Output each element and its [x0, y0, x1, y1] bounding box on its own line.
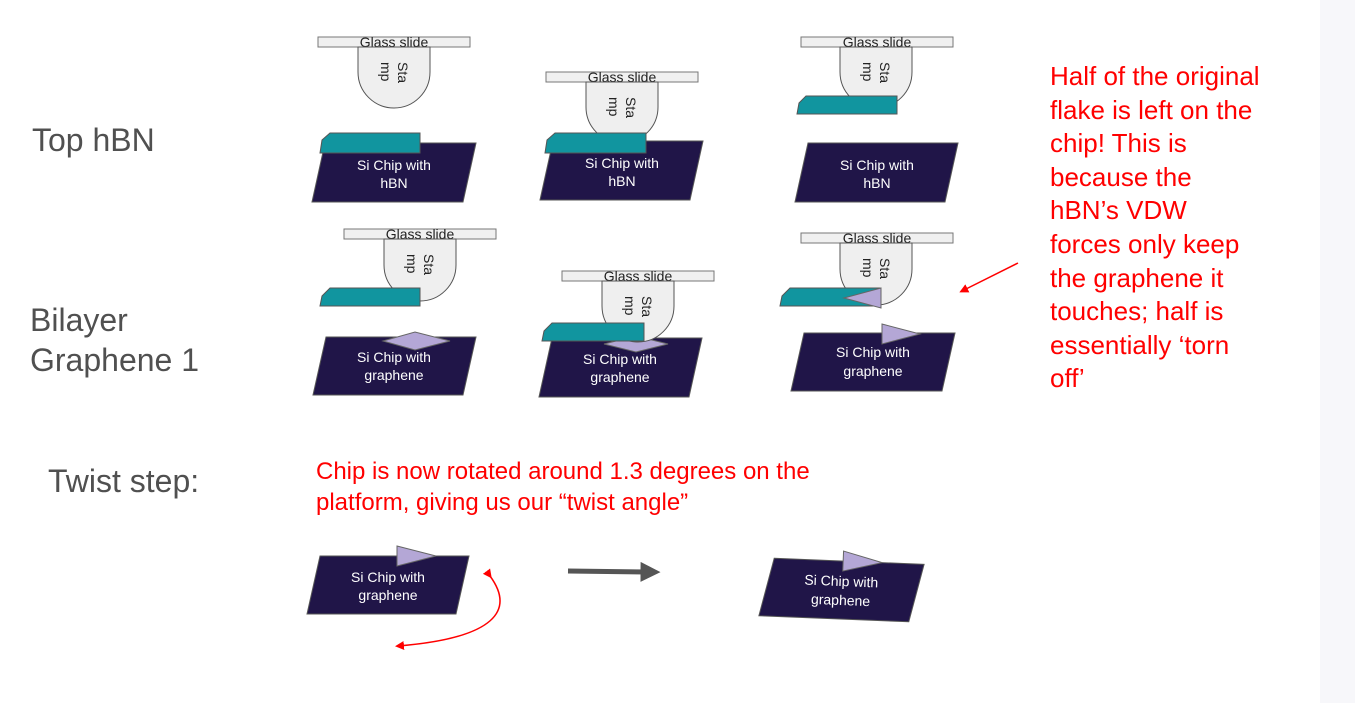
chip-label-line-2: graphene: [811, 591, 871, 609]
chip-label-line-2: graphene: [358, 587, 417, 603]
twist-chip-before: Si Chip with graphene: [306, 545, 470, 615]
graphene-flake: [396, 545, 437, 567]
chip-label-line-2: hBN: [380, 175, 407, 191]
si-chip: [794, 142, 959, 203]
torn-off-note: Half of the original flake is left on th…: [1050, 61, 1260, 394]
graphene-step-3: Glass slide Sta mp Si Chip with graphene: [779, 230, 956, 392]
stamp-label-line-2: mp: [378, 62, 394, 82]
chip-label-line-2: hBN: [863, 175, 890, 191]
graphene-step-2: Glass slide Sta mp Si Chip with graphene: [538, 268, 715, 398]
hbn-flake: [319, 287, 421, 307]
stamp: [383, 238, 457, 302]
chip-label-line-1: Si Chip with: [357, 157, 431, 173]
stamp-label-line-1: Sta: [877, 62, 893, 83]
chip-label-line-1: Si Chip with: [583, 351, 657, 367]
hbn-flake: [796, 95, 898, 115]
chip-label-line-1: Si Chip with: [357, 349, 431, 365]
chip-label-line-2: graphene: [843, 363, 902, 379]
chip-label-line-2: graphene: [590, 369, 649, 385]
row-label-twist-step: Twist step:: [48, 463, 200, 499]
chip-label-line-1: Si Chip with: [840, 157, 914, 173]
top-hbn-step-2: Glass slide Sta mp Si Chip with hBN: [539, 69, 704, 201]
si-chip: [311, 142, 477, 203]
transform-arrow: [567, 561, 661, 582]
hbn-flake: [541, 322, 645, 342]
stamp-label-line-1: Sta: [421, 254, 437, 275]
chip-label-line-2: graphene: [364, 367, 423, 383]
chip-label-line-1: Si Chip with: [351, 569, 425, 585]
chip-label-line-2: hBN: [608, 173, 635, 189]
graphene-half-on-stamp: [842, 287, 882, 309]
si-chip: [790, 332, 956, 392]
glass-slide-label: Glass slide: [386, 226, 455, 242]
graphene-flake: [842, 550, 883, 572]
glass-slide-label: Glass slide: [843, 230, 912, 246]
row-label-bilayer-graphene: Bilayer Graphene 1: [30, 302, 200, 378]
twist-angle-note: Chip is now rotated around 1.3 degrees o…: [316, 458, 810, 516]
chip-label-line-1: Si Chip with: [804, 572, 879, 591]
top-hbn-step-1: Glass slide Sta mp Si Chip with hBN: [311, 34, 477, 203]
stamp-label-line-1: Sta: [623, 97, 639, 118]
glass-slide-label: Glass slide: [604, 268, 673, 284]
si-chip: [306, 555, 470, 615]
rotation-curved-arrow: [395, 568, 501, 650]
stamp-label-line-2: mp: [404, 254, 420, 274]
stamp: [357, 46, 431, 109]
transfer-process-diagram: Glass slide Sta mp Si Chip with hBN Glas…: [306, 34, 1019, 650]
slide: Top hBN Bilayer Graphene 1 Twist step: H…: [30, 34, 1260, 650]
stamp-label-line-2: mp: [860, 258, 876, 278]
top-hbn-step-3: Glass slide Sta mp Si Chip with hBN: [794, 34, 959, 203]
stamp-label-line-2: mp: [860, 62, 876, 82]
stamp-label-line-2: mp: [622, 296, 638, 316]
si-chip: [539, 140, 704, 201]
graphene-half-on-chip: [881, 323, 922, 345]
hbn-flake: [544, 132, 647, 154]
glass-slide-label: Glass slide: [843, 34, 912, 50]
si-chip: [312, 336, 477, 396]
twist-chip-after: Si Chip with graphene: [758, 550, 925, 623]
glass-slide-label: Glass slide: [360, 34, 429, 50]
side-panel: [1320, 0, 1355, 703]
si-chip: [758, 557, 925, 623]
stamp-label-line-1: Sta: [395, 62, 411, 83]
graphene-flake: [381, 331, 451, 351]
torn-off-pointer-arrow: [959, 262, 1019, 293]
stamp-label-line-2: mp: [606, 97, 622, 117]
stamp-label-line-1: Sta: [639, 296, 655, 317]
chip-label-line-1: Si Chip with: [585, 155, 659, 171]
graphene-step-1: Glass slide Sta mp Si Chip with graphene: [312, 226, 497, 396]
chip-label-line-1: Si Chip with: [836, 344, 910, 360]
glass-slide-label: Glass slide: [588, 69, 657, 85]
hbn-flake: [319, 132, 421, 154]
row-label-top-hbn: Top hBN: [32, 122, 155, 158]
stamp-label-line-1: Sta: [877, 258, 893, 279]
